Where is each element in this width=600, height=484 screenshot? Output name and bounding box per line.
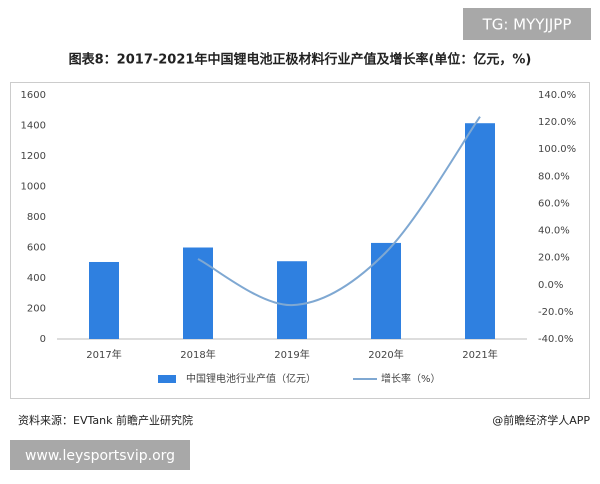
y-tick-label: 0 <box>40 334 46 345</box>
bar <box>277 261 307 339</box>
x-tick-label: 2017年 <box>86 348 121 361</box>
x-tick-label: 2019年 <box>274 348 309 361</box>
url-box <box>10 440 190 470</box>
source: 资料来源：EVTank 前瞻产业研究院 <box>18 413 193 427</box>
y2-tick-label: -20.0% <box>538 307 573 318</box>
y2-tick-label: 0.0% <box>538 280 563 291</box>
y-tick-label: 400 <box>27 273 46 284</box>
y2-tick-label: 100.0% <box>538 144 576 155</box>
x-tick-label: 2021年 <box>462 348 497 361</box>
url: www.leysportsvip.org <box>25 448 175 464</box>
y-tick-label: 1400 <box>21 121 46 132</box>
legend-label: 中国锂电池行业产值（亿元） <box>186 372 316 385</box>
badge-box <box>463 8 591 40</box>
y2-tick-label: -40.0% <box>538 334 573 345</box>
x-tick-label: 2020年 <box>368 348 403 361</box>
growth-line <box>197 116 481 307</box>
y-tick-label: 800 <box>27 212 46 223</box>
y-tick-label: 1200 <box>21 151 46 162</box>
y-tick-label: 1000 <box>21 182 46 193</box>
x-tick-label: 2018年 <box>180 348 215 361</box>
y-tick-label: 200 <box>27 304 46 315</box>
credit: @前瞻经济学人APP <box>492 413 590 427</box>
y2-tick-label: 80.0% <box>538 171 570 182</box>
y2-tick-label: 140.0% <box>538 90 576 101</box>
y2-tick-label: 120.0% <box>538 117 576 128</box>
bar <box>89 261 119 339</box>
y-tick-label: 600 <box>27 243 46 254</box>
bar <box>465 123 495 340</box>
chart-frame <box>10 82 590 399</box>
y2-tick-label: 40.0% <box>538 226 570 237</box>
badge: TG: MYYJJPP <box>482 16 572 34</box>
y2-tick-label: 60.0% <box>538 198 570 209</box>
bar <box>371 242 401 339</box>
legend-label: 增长率（%） <box>381 372 441 385</box>
legend-swatch <box>158 375 176 383</box>
chart-title: 图表8：2017-2021年中国锂电池正极材料行业产值及增长率(单位：亿元，%) <box>69 52 532 68</box>
y2-tick-label: 20.0% <box>538 253 570 264</box>
y-tick-label: 1600 <box>21 90 46 101</box>
bar <box>183 247 213 339</box>
